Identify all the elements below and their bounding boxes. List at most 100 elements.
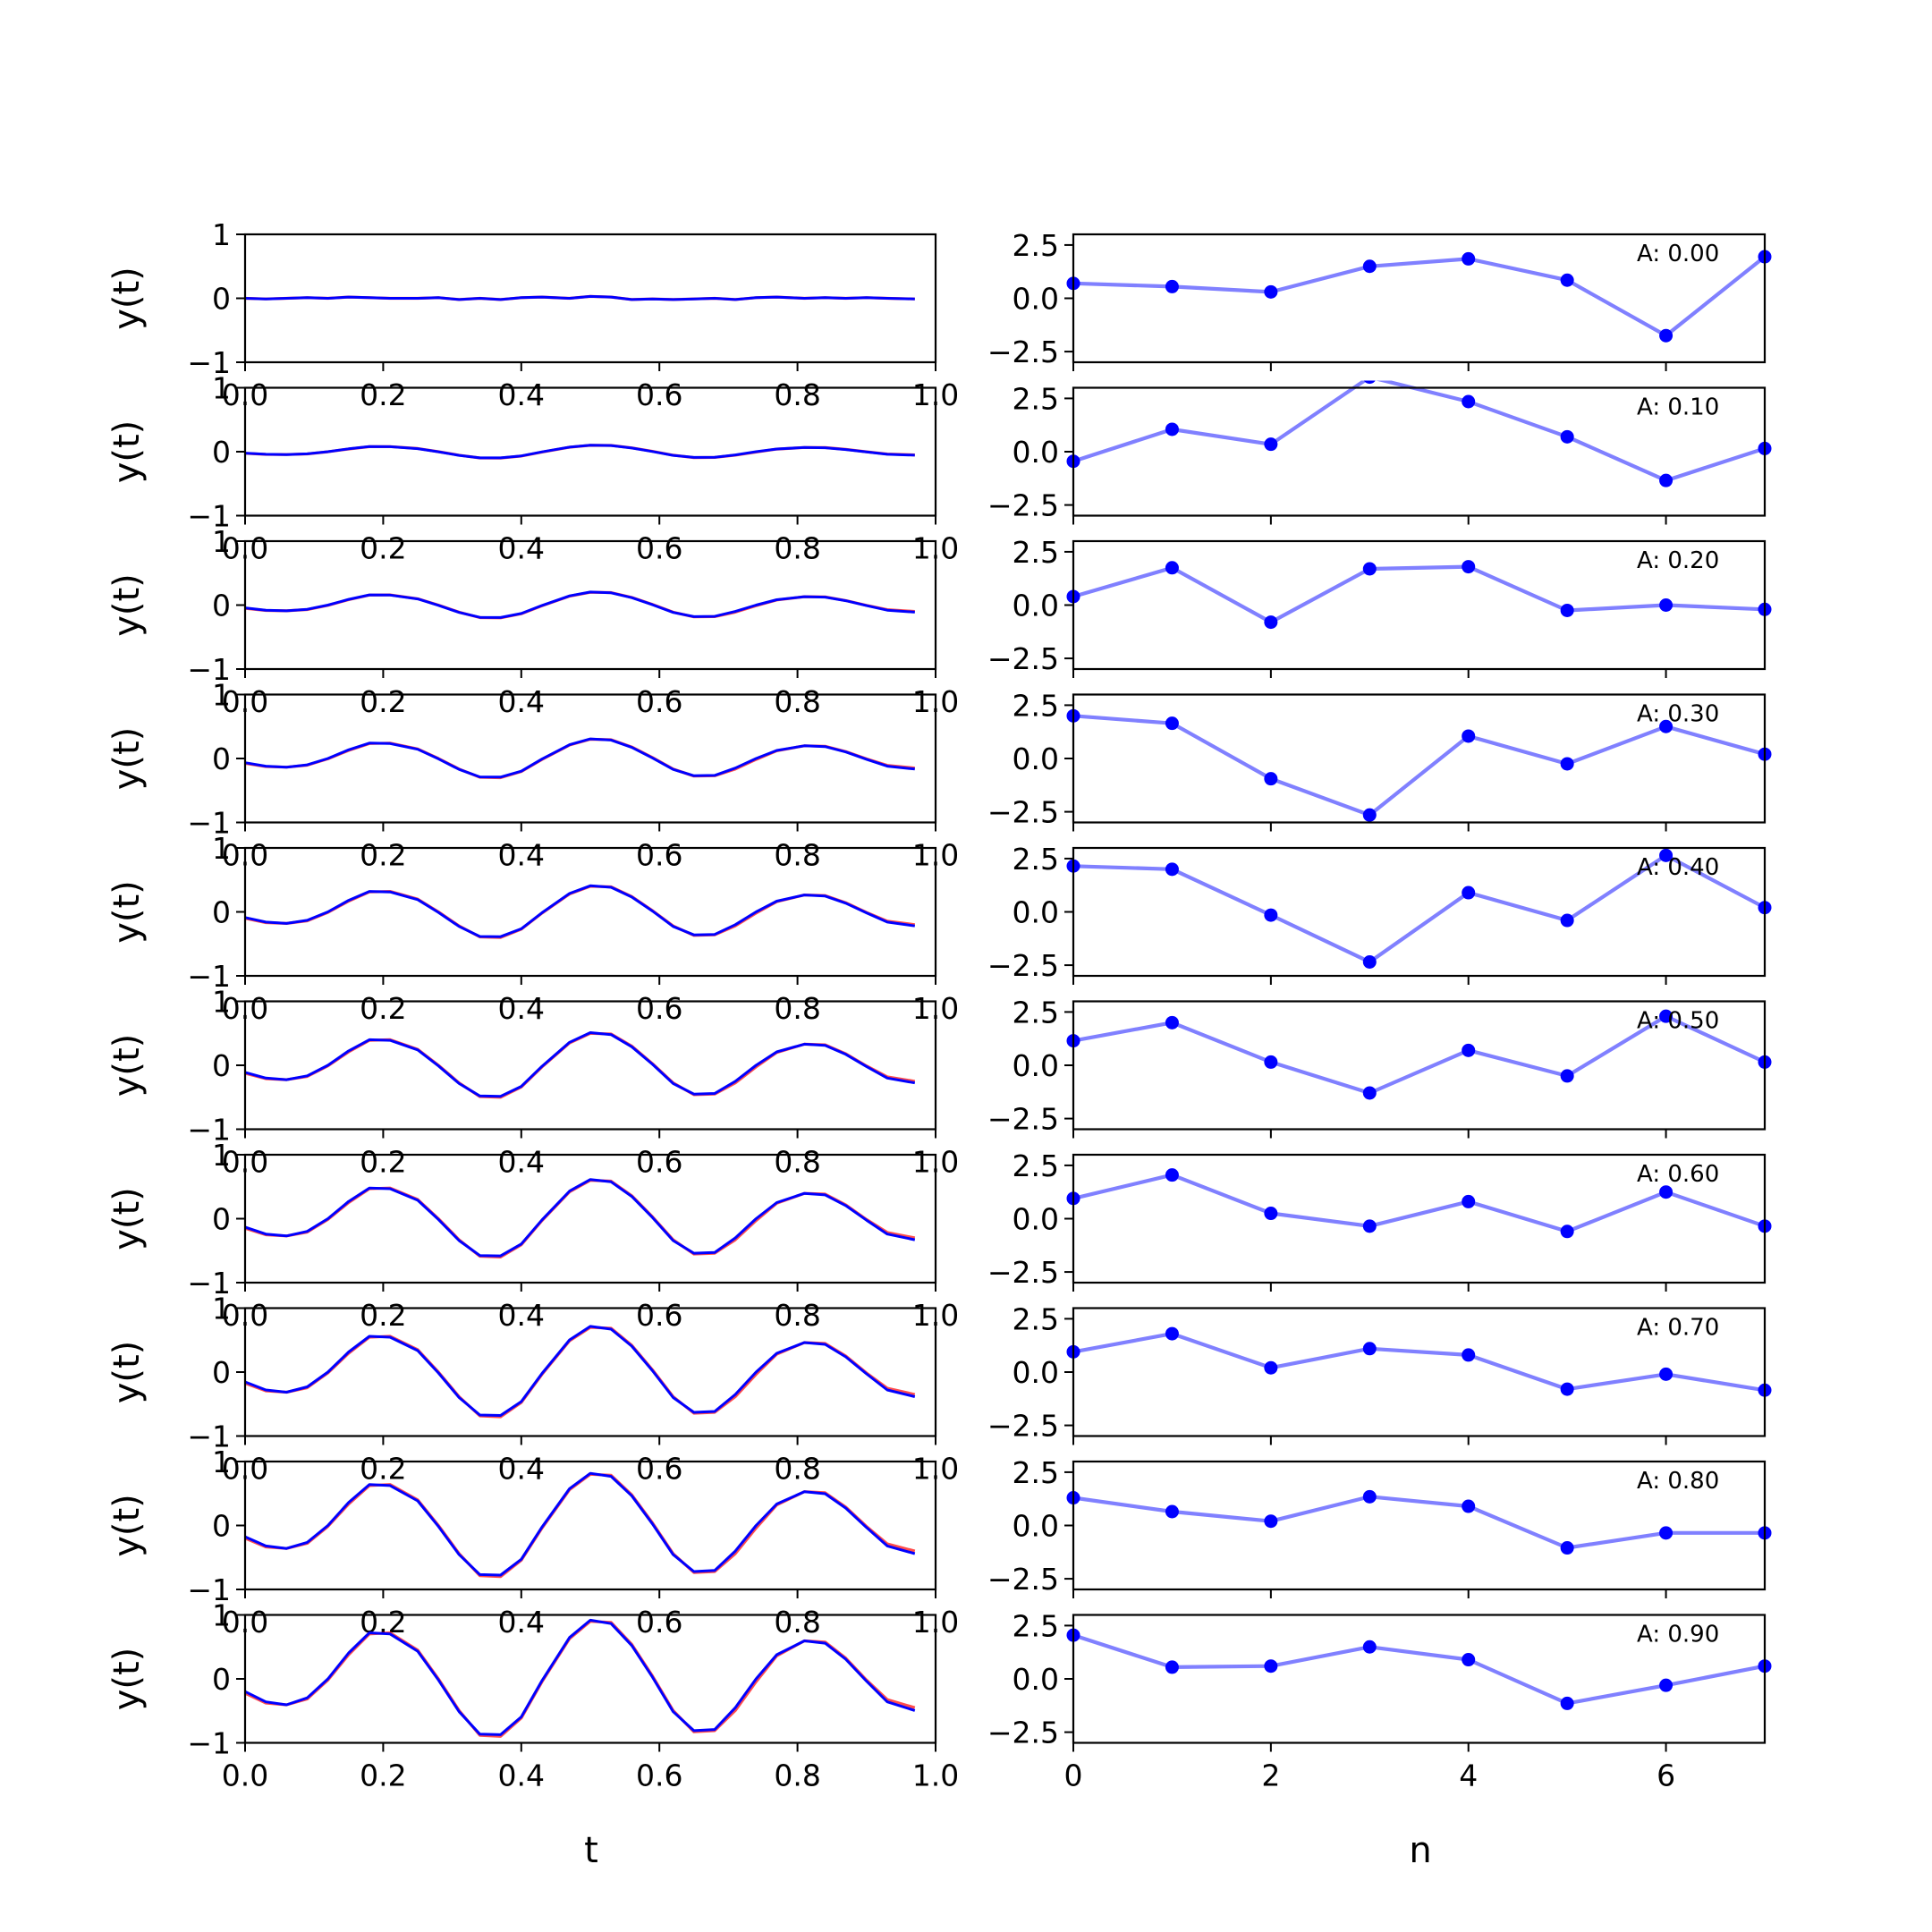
left-x-tick-label: 0.2 (360, 1758, 406, 1793)
right-series-line (1072, 1633, 1766, 1706)
left-y-tick-label: 1 (212, 831, 231, 866)
right-x-tick-label: 2 (1261, 1758, 1280, 1793)
left-x-tick-label: 0.4 (498, 684, 545, 719)
right-y-tick-label: 2.5 (1013, 995, 1059, 1030)
right-y-tick-label: −2.5 (987, 795, 1059, 830)
right-data-point (1165, 561, 1179, 575)
right-amplitude-annotation: A: 0.60 (1637, 1161, 1719, 1188)
right-x-tick-label: 0 (1064, 1758, 1083, 1793)
right-data-point (1462, 1653, 1476, 1667)
right-series-line (1072, 564, 1766, 624)
right-data-point (1264, 772, 1278, 786)
left-series-line-red (244, 1326, 916, 1419)
left-y-axis-label: y(t) (106, 727, 148, 791)
left-y-tick-label: 1 (212, 1292, 231, 1326)
left-y-axis-label: y(t) (106, 1648, 148, 1711)
left-y-tick-label: −1 (187, 1113, 231, 1148)
left-y-tick-label: 1 (212, 371, 231, 406)
left-series-line-blue (244, 590, 915, 619)
right-series-line (1072, 853, 1766, 964)
right-data-point (1165, 422, 1179, 436)
right-data-point (1659, 328, 1674, 343)
right-y-tick-label: −2.5 (987, 1409, 1059, 1444)
left-y-tick-label: −1 (187, 959, 231, 994)
right-series-line (1072, 255, 1767, 338)
left-axes-frame (243, 1000, 937, 1131)
left-y-tick-label: −1 (187, 1572, 231, 1607)
left-axes-frame (243, 1153, 937, 1284)
right-data-point (1362, 1219, 1377, 1233)
left-x-tick-label: 0.6 (636, 1452, 682, 1487)
left-x-tick-label: 0.6 (636, 1145, 682, 1180)
right-x-axis-label: n (1409, 1830, 1431, 1871)
subplot-grid: −1 0 1 0.0 0.2 0.4 0.6 0.8 1.0 y(t) −2.5 0.0 2.5 A: 0… (106, 217, 1772, 1793)
left-series-line-blue (244, 1031, 916, 1098)
right-y-tick-label: 0.0 (1013, 282, 1059, 317)
left-y-tick-label: 0 (212, 895, 231, 930)
left-series-line-red (244, 885, 916, 939)
right-y-tick-label: 2.5 (1013, 1608, 1059, 1643)
left-x-tick-label: 0.6 (636, 1298, 682, 1333)
right-data-point (1560, 603, 1574, 617)
left-x-tick-label: 0.6 (636, 531, 682, 566)
left-subplot-9: −1 0 1 0.0 0.2 0.4 0.6 0.8 1.0 y(t) (106, 1598, 959, 1793)
right-y-tick-label: −2.5 (987, 488, 1059, 523)
right-data-point (1659, 473, 1674, 487)
left-axes-frame (243, 846, 937, 978)
left-y-axis-label: y(t) (106, 1494, 148, 1557)
right-data-point (1560, 1224, 1574, 1239)
right-series-line (1072, 1495, 1765, 1550)
left-series-line-blue (244, 884, 916, 938)
left-x-tick-label: 0.8 (774, 684, 820, 719)
left-axes-frame (243, 693, 937, 824)
right-data-point (1264, 1360, 1278, 1375)
right-data-point (1462, 1348, 1476, 1362)
right-subplot-4: −2.5 0.0 2.5 A: 0.40 (987, 842, 1772, 985)
left-y-tick-label: 1 (212, 985, 231, 1020)
left-x-tick-label: 0.4 (498, 838, 545, 873)
left-x-tick-label: 0.2 (360, 1452, 406, 1487)
right-data-point (1264, 1514, 1278, 1529)
right-data-point (1165, 1326, 1179, 1341)
right-data-point (1264, 284, 1278, 299)
left-y-axis-label: y(t) (106, 1341, 148, 1404)
left-y-tick-label: 0 (212, 1355, 231, 1390)
left-series-line-red (244, 1472, 916, 1579)
left-series-line-blue (244, 1325, 916, 1417)
left-axes-frame (243, 1614, 937, 1744)
left-y-tick-label: 1 (212, 1445, 231, 1479)
left-axes-frame (243, 386, 937, 517)
left-y-tick-label: 0 (212, 741, 231, 776)
right-data-point (1462, 1194, 1476, 1208)
left-x-tick-label: 0.4 (498, 1758, 545, 1793)
right-data-point (1560, 1382, 1574, 1396)
left-y-tick-label: 1 (212, 524, 231, 559)
left-y-tick-label: −1 (187, 1266, 231, 1301)
left-y-tick-label: −1 (187, 1726, 231, 1761)
right-data-point (1560, 757, 1574, 771)
right-series-line (1072, 1173, 1766, 1233)
left-x-axis-label: t (584, 1830, 598, 1871)
left-series-line-blue (244, 294, 915, 301)
right-amplitude-annotation: A: 0.20 (1637, 547, 1719, 574)
right-data-point (1362, 562, 1377, 576)
left-y-axis-label: y(t) (106, 1034, 148, 1097)
right-data-point (1165, 716, 1179, 731)
right-data-point (1659, 1009, 1674, 1023)
right-y-tick-label: 0.0 (1013, 741, 1059, 776)
left-x-tick-label: 0.4 (498, 377, 545, 412)
left-x-tick-label: 0.6 (636, 377, 682, 412)
right-data-point (1659, 598, 1674, 612)
right-subplot-3: −2.5 0.0 2.5 A: 0.30 (987, 688, 1772, 832)
right-y-tick-label: −2.5 (987, 1102, 1059, 1137)
right-y-tick-label: 2.5 (1013, 1455, 1059, 1490)
left-y-axis-label: y(t) (106, 880, 148, 944)
right-data-point (1659, 719, 1674, 733)
left-y-tick-label: 0 (212, 282, 231, 317)
right-y-tick-label: −2.5 (987, 1255, 1059, 1290)
left-y-tick-label: 0 (212, 435, 231, 470)
left-y-tick-label: −1 (187, 652, 231, 687)
right-data-point (1462, 394, 1476, 409)
